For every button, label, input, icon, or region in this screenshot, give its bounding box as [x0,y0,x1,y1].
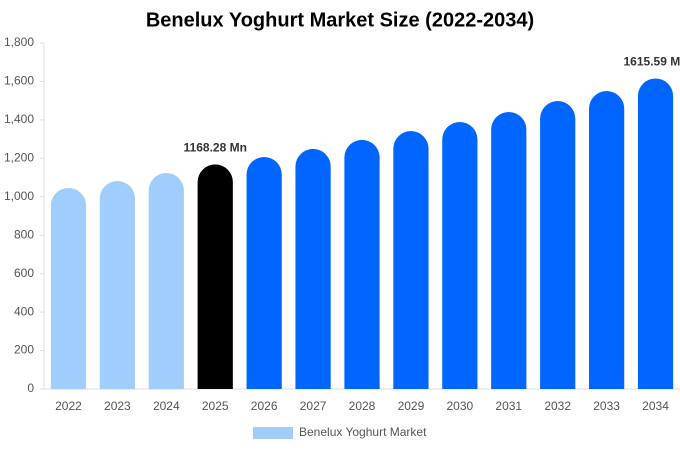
y-tick-label: 1,800 [4,35,34,49]
bar [344,139,380,389]
bar [50,187,87,389]
legend-label: Benelux Yoghurt Market [299,425,427,439]
y-tick-label: 1,200 [4,151,34,165]
bar [99,181,135,389]
y-tick-label: 600 [14,266,34,280]
x-tick-label: 2027 [300,399,327,413]
bar [589,91,625,390]
x-tick-label: 2033 [593,399,620,413]
x-tick-label: 2034 [642,399,669,413]
x-tick-label: 2032 [544,399,571,413]
bar [246,157,282,389]
bar [197,164,233,389]
bar [295,148,331,389]
x-tick-label: 2026 [251,399,278,413]
value-label: 1168.28 Mn [184,141,247,155]
bar [393,131,429,389]
y-tick-label: 400 [14,304,34,318]
bar [491,112,527,389]
x-tick-label: 2028 [349,399,376,413]
x-tick-label: 2023 [104,399,131,413]
bar [442,122,478,389]
x-tick-label: 2029 [398,399,425,413]
y-tick-label: 200 [14,343,34,357]
bar [540,101,576,389]
y-tick-label: 1,400 [4,112,34,126]
value-label: 1615.59 Mn [624,55,680,69]
x-tick-label: 2024 [153,399,180,413]
x-tick-label: 2022 [55,399,82,413]
x-tick-label: 2030 [446,399,473,413]
bar [148,172,184,389]
y-tick-label: 1,600 [4,74,34,88]
y-tick-label: 800 [14,227,34,241]
x-tick-label: 2031 [495,399,522,413]
x-tick-label: 2025 [202,399,229,413]
y-tick-label: 1,000 [4,189,34,203]
legend-swatch [253,427,293,439]
chart-title: Benelux Yoghurt Market Size (2022-2034) [146,9,534,31]
y-tick-label: 0 [27,381,34,395]
bar [637,78,674,390]
